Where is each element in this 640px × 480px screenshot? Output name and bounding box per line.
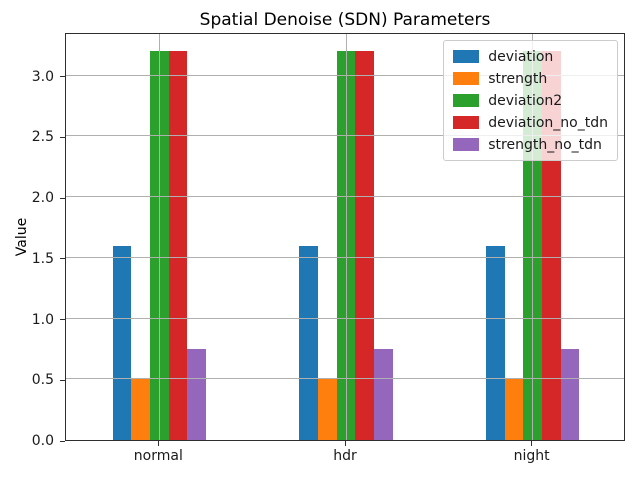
x-tick-mark — [157, 441, 159, 446]
legend-entry-deviation: deviation — [453, 46, 608, 67]
bar-deviation-night — [486, 245, 505, 440]
y-tick-mark — [60, 76, 65, 78]
legend-label: deviation2 — [488, 92, 563, 109]
y-tick-mark — [60, 136, 65, 138]
bar-deviation2-normal — [150, 51, 169, 440]
y-tick-mark — [60, 440, 65, 442]
bar-strength-night — [504, 379, 524, 440]
y-tick-label: 1.5 — [31, 250, 54, 267]
legend-label: deviation_no_tdn — [488, 114, 608, 131]
bar-deviation2-hdr — [336, 51, 356, 440]
legend: deviation strength deviation2 deviation_no_… — [443, 40, 618, 161]
legend-swatch-deviation — [453, 50, 480, 63]
legend-swatch-deviation2 — [453, 94, 480, 107]
x-tick-mark — [531, 441, 533, 446]
legend-entry-strength_no_tdn: strength_no_tdn — [453, 134, 608, 155]
legend-entry-deviation2: deviation2 — [453, 90, 608, 111]
bar-strength_no_tdn-normal — [187, 348, 206, 440]
x-tick-label: normal — [133, 448, 183, 464]
bar-strength_no_tdn-hdr — [374, 348, 393, 440]
y-tick-mark — [60, 319, 65, 321]
legend-swatch-strength_no_tdn — [453, 138, 480, 151]
x-tick-label: night — [513, 448, 550, 464]
bars-layer — [66, 34, 624, 440]
bar-deviation_no_tdn-hdr — [355, 51, 374, 440]
y-tick-label: 2.5 — [31, 129, 54, 146]
legend-entry-deviation_no_tdn: deviation_no_tdn — [453, 112, 608, 133]
y-tick-label: 2.0 — [31, 190, 54, 207]
legend-swatch-deviation_no_tdn — [453, 116, 480, 129]
y-tick-label: 0.5 — [31, 372, 54, 389]
legend-label: deviation — [488, 48, 554, 65]
y-tick-mark — [60, 197, 65, 199]
y-tick-mark — [60, 258, 65, 260]
legend-entry-strength: strength — [453, 68, 608, 89]
legend-label: strength — [488, 70, 548, 87]
y-tick-mark — [60, 379, 65, 381]
y-tick-label: 1.0 — [31, 311, 54, 328]
x-tick-mark — [344, 441, 346, 446]
x-tick-label: hdr — [333, 448, 357, 464]
chart-title: Spatial Denoise (SDN) Parameters — [199, 10, 491, 30]
bar-deviation_no_tdn-normal — [168, 51, 188, 440]
legend-swatch-strength — [453, 72, 480, 85]
y-tick-label: 3.0 — [31, 68, 54, 85]
bar-strength-normal — [131, 379, 150, 440]
legend-label: strength_no_tdn — [488, 136, 602, 153]
plot-area: deviation strength deviation2 deviation_no_… — [65, 33, 625, 441]
y-tick-label: 0.0 — [31, 433, 54, 449]
bar-strength_no_tdn-night — [560, 348, 580, 440]
bar-deviation-hdr — [299, 245, 318, 440]
bar-deviation-normal — [112, 245, 132, 440]
bar-strength-hdr — [318, 379, 337, 440]
